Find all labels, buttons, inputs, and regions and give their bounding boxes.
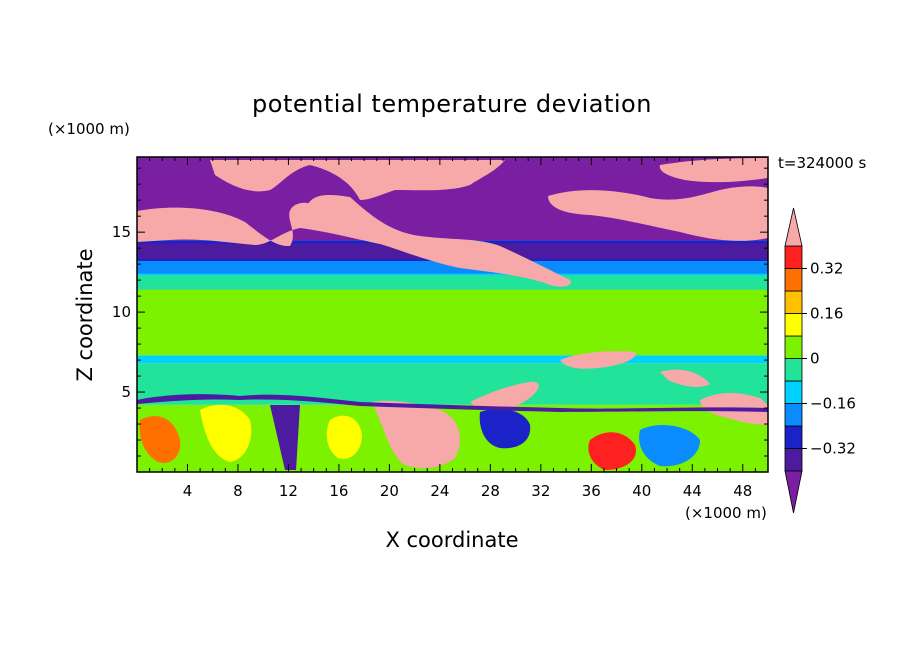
y-tick-label: 5: [121, 383, 131, 401]
positive-region: [210, 160, 505, 200]
colorbar-box: [784, 448, 803, 472]
x-tick-label: 44: [683, 482, 702, 500]
positive-region: [139, 416, 181, 463]
x-tick-label: 40: [632, 482, 651, 500]
colorbar: −0.32 −0.16 0 0.16 0.32: [784, 207, 856, 514]
colorbar-tick-label: 0: [810, 350, 820, 368]
x-tick-label: 16: [329, 482, 348, 500]
colorbar-box: [784, 380, 803, 404]
positive-region: [560, 351, 636, 369]
positive-region: [470, 381, 539, 412]
x-tick-label: 28: [481, 482, 500, 500]
colorbar-box: [784, 290, 803, 314]
colorbar-extend-min: [784, 470, 803, 514]
colorbar-tick-label: 0.32: [810, 260, 843, 278]
positive-region: [548, 186, 768, 241]
x-tick-label: 48: [733, 482, 752, 500]
colorbar-extend-max: [784, 207, 803, 247]
colorbar-box: [784, 313, 803, 337]
positive-region: [137, 194, 571, 287]
x-tick-label: 32: [531, 482, 550, 500]
y-axis: 5 10 15: [112, 167, 768, 457]
x-tick-label: 4: [183, 482, 193, 500]
y-axis-unit: (×1000 m): [48, 120, 130, 138]
field-patch: [137, 275, 768, 290]
colorbar-box: [784, 335, 803, 359]
positive-region: [588, 432, 636, 470]
field-patch: [200, 404, 252, 462]
field-patch: [326, 415, 362, 459]
colorbar-tick-label: −0.32: [810, 440, 856, 458]
colorbar-box: [784, 245, 803, 269]
negative-region: [137, 394, 768, 412]
colorbar-box: [784, 358, 803, 382]
x-tick-label: 20: [380, 482, 399, 500]
positive-region: [660, 369, 710, 387]
colorbar-box: [784, 403, 803, 427]
field-patch: [263, 292, 567, 341]
y-tick-label: 10: [112, 303, 131, 321]
y-axis-label: Z coordinate: [73, 248, 97, 381]
plot-area: [137, 157, 768, 472]
x-axis-unit: (×1000 m): [685, 504, 767, 522]
x-tick-label: 8: [233, 482, 243, 500]
positive-region: [372, 400, 460, 469]
negative-region: [479, 408, 531, 449]
chart-title: potential temperature deviation: [252, 90, 652, 118]
colorbar-tick-label: 0.16: [810, 305, 843, 323]
colorbar-box: [784, 268, 803, 292]
x-tick-label: 12: [279, 482, 298, 500]
x-axis-label: X coordinate: [385, 528, 518, 552]
field-band: [137, 355, 768, 364]
time-label: t=324000 s: [778, 154, 866, 172]
colorbar-box: [784, 425, 803, 449]
y-tick-label: 15: [112, 223, 131, 241]
field-patch: [137, 260, 768, 274]
positive-region: [659, 158, 768, 183]
colorbar-tick-label: −0.16: [810, 395, 856, 413]
negative-region: [639, 425, 700, 467]
x-tick-label: 36: [582, 482, 601, 500]
x-axis: 4 8 12 16 20 24 28 32 36 40 44 48: [136, 157, 769, 500]
negative-region: [270, 405, 300, 470]
x-tick-label: 24: [430, 482, 449, 500]
